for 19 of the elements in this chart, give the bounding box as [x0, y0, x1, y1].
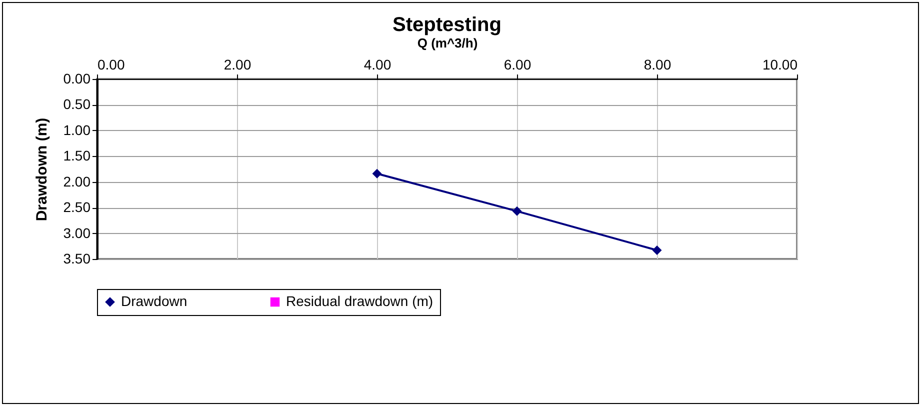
x-axis-title: Q (m^3/h): [417, 36, 478, 50]
y-tick-label: 2.00: [63, 173, 91, 190]
y-tick-label: 1.00: [63, 122, 91, 138]
y-tick-label: 2.50: [63, 199, 91, 216]
x-tick-label: 6.00: [504, 56, 532, 72]
x-tick-label: 2.00: [224, 56, 252, 72]
y-tick-label: 3.50: [63, 250, 91, 266]
legend-label: Residual drawdown (m): [286, 293, 434, 309]
y-tick-label: 3.00: [63, 224, 91, 241]
y-tick-label: 1.50: [63, 148, 91, 164]
y-tick-label: 0.00: [63, 70, 91, 86]
x-tick-label: 8.00: [644, 56, 672, 72]
x-tick-label: 0.00: [98, 56, 125, 72]
y-axis-title: Drawdown (m): [33, 118, 50, 222]
x-tick-label: 10.00: [762, 56, 798, 72]
x-tick-label: 4.00: [364, 56, 392, 72]
y-tick-label: 0.50: [63, 96, 91, 112]
legend-label: Drawdown: [121, 293, 188, 309]
chart-title: Steptesting: [392, 14, 502, 36]
